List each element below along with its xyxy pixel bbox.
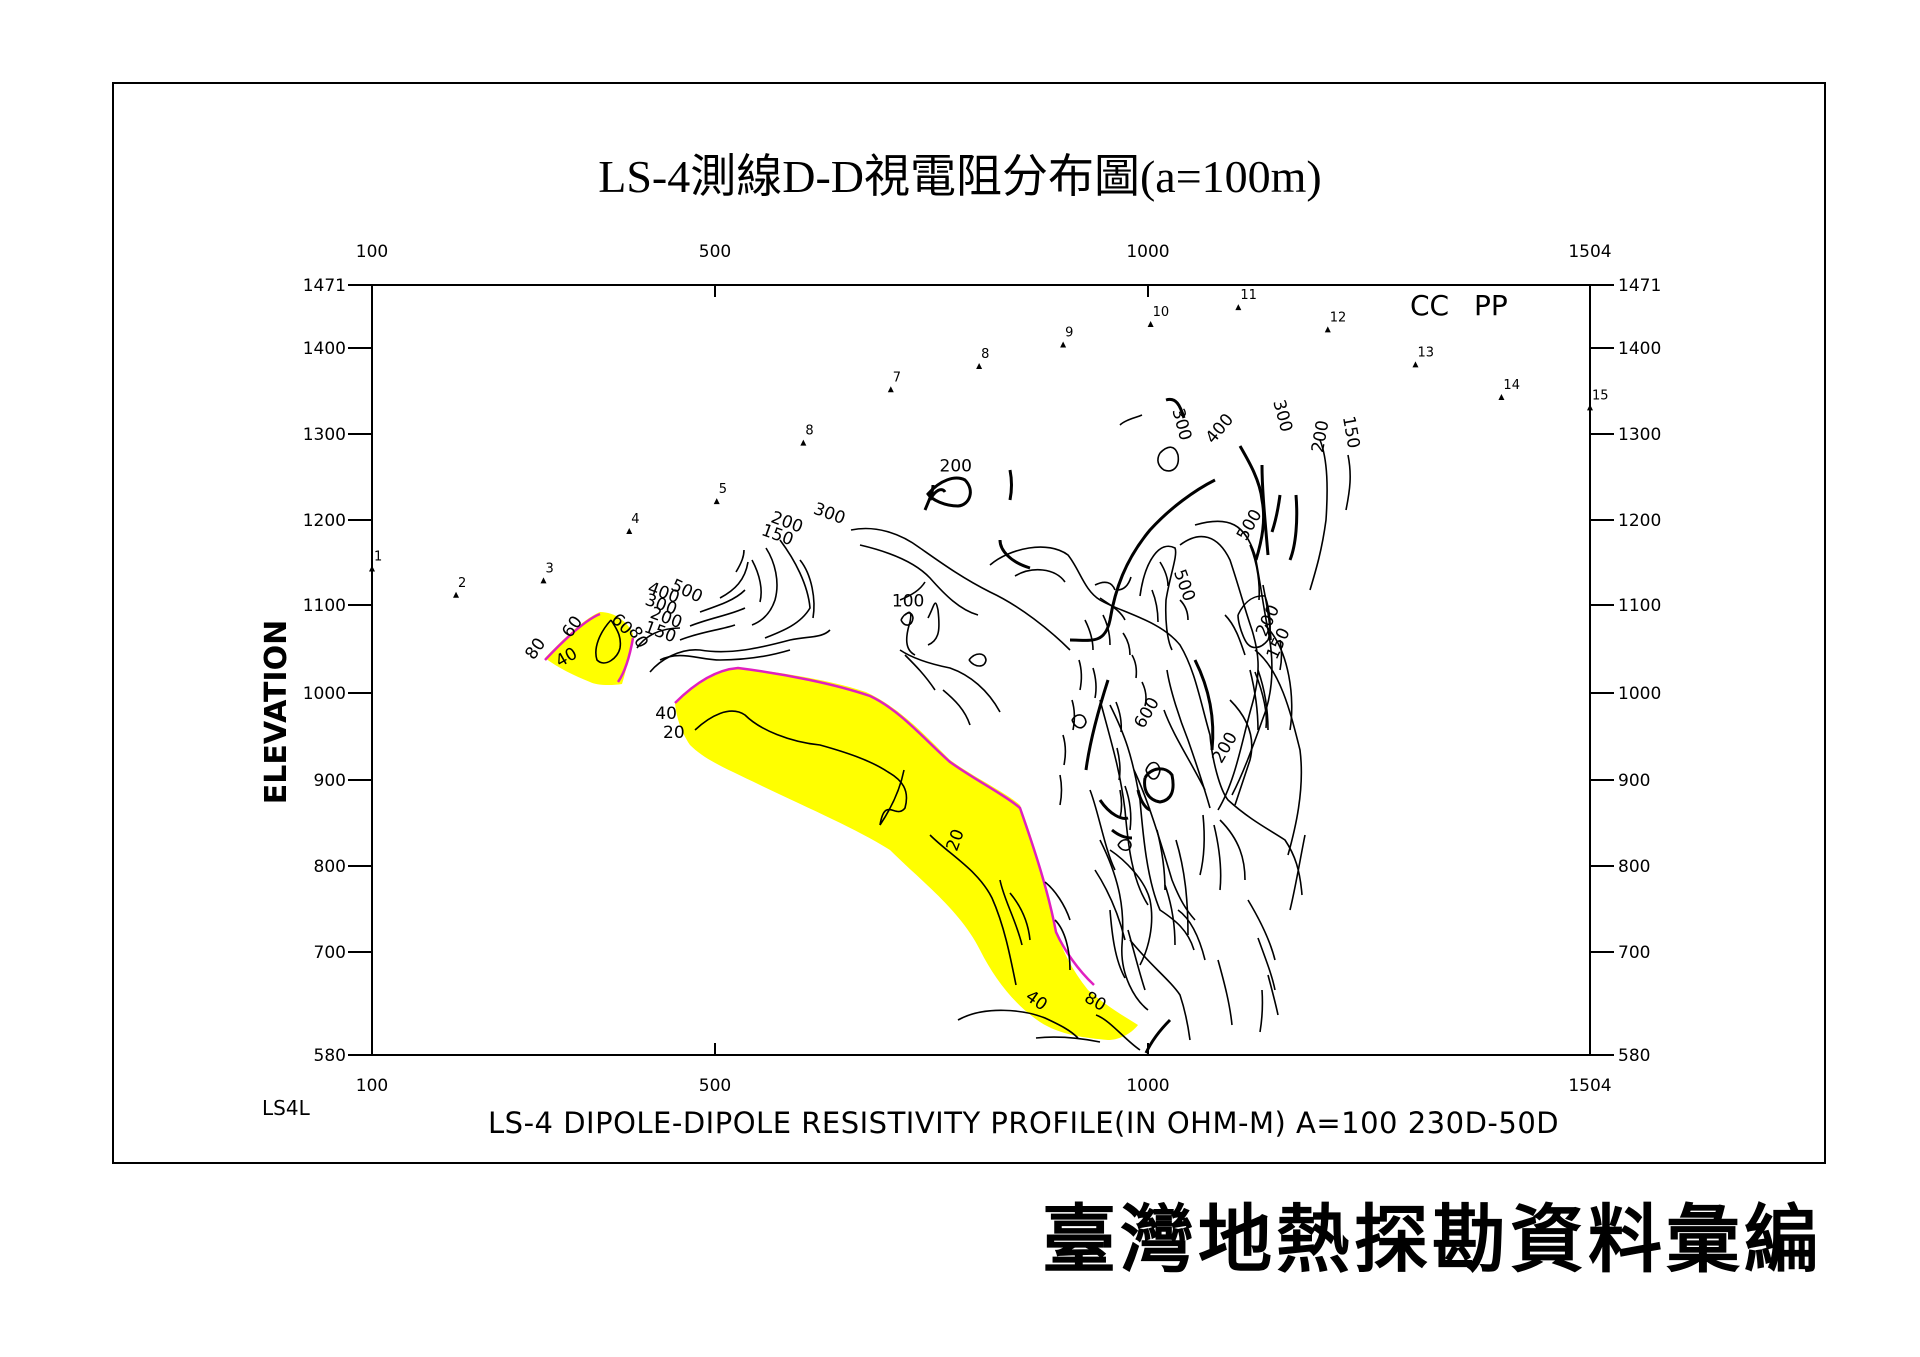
figure-title: LS-4測線D-D視電阻分布圖(a=100m): [598, 151, 1322, 202]
station-label: 7: [893, 370, 901, 385]
station-label: 15: [1592, 388, 1609, 403]
contour-lines: [595, 397, 1351, 1054]
station-marker: [1587, 404, 1593, 411]
boundary-line-main: [674, 666, 1095, 986]
station-marker: [369, 565, 375, 572]
y-tick-label-left: 1300: [303, 425, 346, 445]
contour-label: 300: [811, 499, 848, 529]
y-tick-label-right: 580: [1618, 1046, 1650, 1066]
y-tick-label-right: 1400: [1618, 339, 1661, 359]
plot-area-border: [371, 284, 1591, 1056]
y-tick-label-left: 900: [314, 771, 346, 791]
y-tick-label-right: 700: [1618, 943, 1650, 963]
y-tick-label-left: 1200: [303, 511, 346, 531]
station-label: 3: [546, 561, 554, 576]
station-marker: [1498, 394, 1505, 401]
x-tick-label-top: 500: [699, 242, 731, 262]
y-tick-label-right: 1200: [1618, 511, 1661, 531]
y-tick-label-left: 1100: [303, 596, 346, 616]
station-marker: [713, 498, 720, 505]
y-tick-label-left: 1400: [303, 339, 346, 359]
contour-label: 500: [1169, 567, 1199, 604]
station-label: 8: [805, 424, 813, 439]
station-marker: [1235, 304, 1242, 311]
station-marker: [1060, 341, 1067, 348]
y-tick-label-right: 1300: [1618, 425, 1661, 445]
station-label: 14: [1503, 378, 1520, 393]
station-label: 1: [374, 549, 382, 564]
collection-title: 臺灣地熱探勘資料彙編: [1042, 1197, 1822, 1283]
x-tick-label-top: 1000: [1126, 242, 1169, 262]
y-tick-label-right: 1100: [1618, 596, 1661, 616]
station-marker: [540, 577, 547, 584]
station-label: 5: [719, 482, 727, 497]
profile-id: LS4L: [262, 1096, 310, 1120]
y-tick-label-right: 1000: [1618, 684, 1661, 704]
contour-label: 400: [1202, 410, 1238, 448]
station-marker: [1412, 361, 1419, 368]
y-tick-label-left: 580: [314, 1046, 346, 1066]
contour-label: 600: [1130, 694, 1164, 732]
station-label: 10: [1153, 305, 1170, 320]
x-tick-label-top: 1504: [1568, 242, 1611, 262]
low-resistivity-zone-main: [675, 668, 1138, 1040]
contour-label: 40: [655, 704, 677, 724]
corner-label-cc: CC: [1410, 289, 1449, 322]
x-tick-label-bottom: 1504: [1568, 1076, 1611, 1096]
station-label: 12: [1330, 310, 1347, 325]
x-tick-label-bottom: 1000: [1126, 1076, 1169, 1096]
station-marker: [800, 439, 807, 446]
y-tick-label-right: 900: [1618, 771, 1650, 791]
boundary-line-right-small: [616, 637, 635, 683]
x-tick-label-bottom: 500: [699, 1076, 731, 1096]
station-marker: [626, 528, 633, 535]
y-axis-label: ELEVATION: [259, 620, 294, 804]
low-resistivity-zone-left: [545, 612, 633, 686]
contour-label: 100: [892, 592, 924, 612]
contour-label: 200: [940, 457, 972, 477]
chart-subtitle: LS-4 DIPOLE-DIPOLE RESISTIVITY PROFILE(I…: [488, 1106, 1560, 1140]
boundary-line-left: [544, 612, 601, 661]
x-tick-label-top: 100: [356, 242, 388, 262]
station-label: 4: [631, 512, 639, 527]
y-tick-label-left: 800: [314, 857, 346, 877]
station-marker: [453, 591, 460, 598]
x-tick-label-bottom: 100: [356, 1076, 388, 1096]
corner-label-pp: PP: [1474, 289, 1508, 322]
y-tick-label-right: 800: [1618, 857, 1650, 877]
station-marker: [887, 386, 894, 393]
station-label: 2: [458, 576, 466, 591]
station-label: 9: [1065, 325, 1073, 340]
contour-label: 20: [663, 723, 685, 743]
y-tick-label-left: 1471: [303, 276, 346, 296]
station-marker: [976, 363, 983, 370]
station-marker: [1324, 326, 1331, 333]
figure-frame: [112, 82, 1826, 1164]
contour-label: 200: [1308, 419, 1333, 454]
y-tick-label-left: 1000: [303, 684, 346, 704]
station-label: 13: [1417, 345, 1434, 360]
station-label: 11: [1240, 288, 1257, 303]
contour-label: 300: [1268, 398, 1296, 435]
y-tick-label-right: 1471: [1618, 276, 1661, 296]
station-label: 8: [981, 347, 989, 362]
y-tick-label-left: 700: [314, 943, 346, 963]
station-marker: [1147, 321, 1154, 328]
contour-label: 150: [1338, 415, 1363, 450]
contour-label: 300: [1167, 406, 1195, 443]
